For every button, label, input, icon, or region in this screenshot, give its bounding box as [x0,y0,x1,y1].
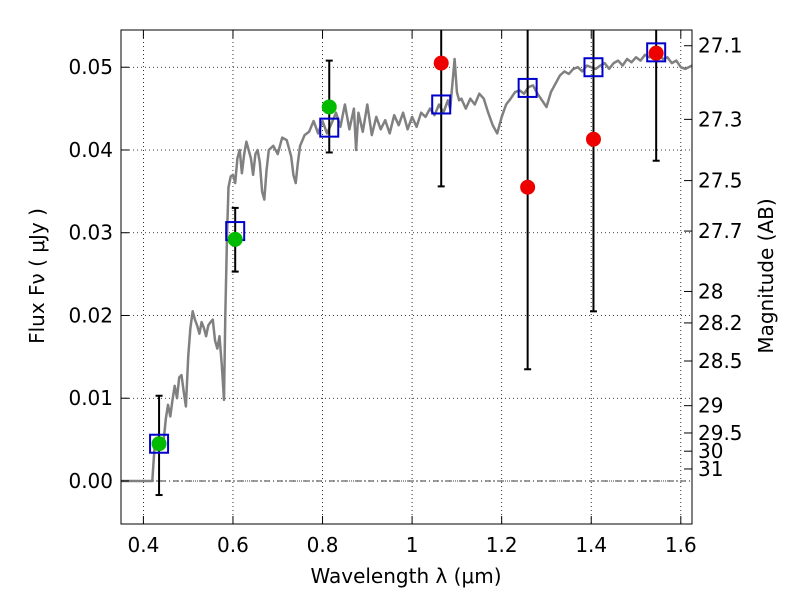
plot-area [121,30,692,497]
y2-tick-label: 28.2 [698,311,743,335]
model-photometry-square [583,57,604,78]
x-tick-label: 1 [406,533,419,557]
y-tick-label: 0.00 [68,469,113,493]
x-tick-label: 0.4 [127,533,159,557]
model-photometry-square [646,42,667,63]
y-axis-label: Flux Fν ( μJy ) [25,208,49,344]
x-tick-label: 1.6 [665,533,697,557]
model-photometry-square [319,117,340,138]
y2-tick-label: 27.3 [698,107,743,131]
x-tick-label: 1.4 [575,533,607,557]
y2-tick-label: 27.1 [698,34,743,58]
y2-tick-label: 29 [698,394,723,418]
observed-flux-point [227,231,243,247]
y-tick-label: 0.04 [68,138,113,162]
model-photometry-square [517,77,538,98]
y2-tick-label: 28 [698,279,723,303]
x-tick-label: 0.6 [217,533,249,557]
y2-tick-label: 29.5 [698,421,743,445]
y-tick-label: 0.03 [68,221,113,245]
y-tick-label: 0.05 [68,55,113,79]
plot-frame [120,29,693,525]
y2-axis-label: Magnitude (AB) [754,198,778,353]
grid-lines [121,30,692,524]
y-tick-label: 0.02 [68,303,113,327]
x-tick-label: 1.2 [486,533,518,557]
y2-tick-label: 28.5 [698,349,743,373]
y2-tick-label: 27.7 [698,219,743,243]
observed-flux-point [520,179,536,195]
model-photometry-square [431,94,452,115]
x-axis-label: Wavelength λ (μm) [310,564,501,588]
observed-flux-point [151,436,167,452]
model-photometry-square [149,433,170,454]
observed-flux-point [648,45,664,61]
model-spectrum-line [121,51,692,483]
axis-ticks: 0.4 0.6 0.8 1 1.2 1.4 1.6 0.00 0.01 0.02 0.03 0.04 0… [68,30,743,557]
y-tick-label: 0.01 [68,386,113,410]
y2-tick-label: 31 [698,457,723,481]
y2-tick-label: 27.5 [698,169,743,193]
observed-flux-point [433,55,449,71]
x-tick-label: 0.8 [307,533,339,557]
y2-tick-label: 30 [698,439,723,463]
observed-flux-point [585,131,601,147]
observed-flux-point [321,99,337,115]
